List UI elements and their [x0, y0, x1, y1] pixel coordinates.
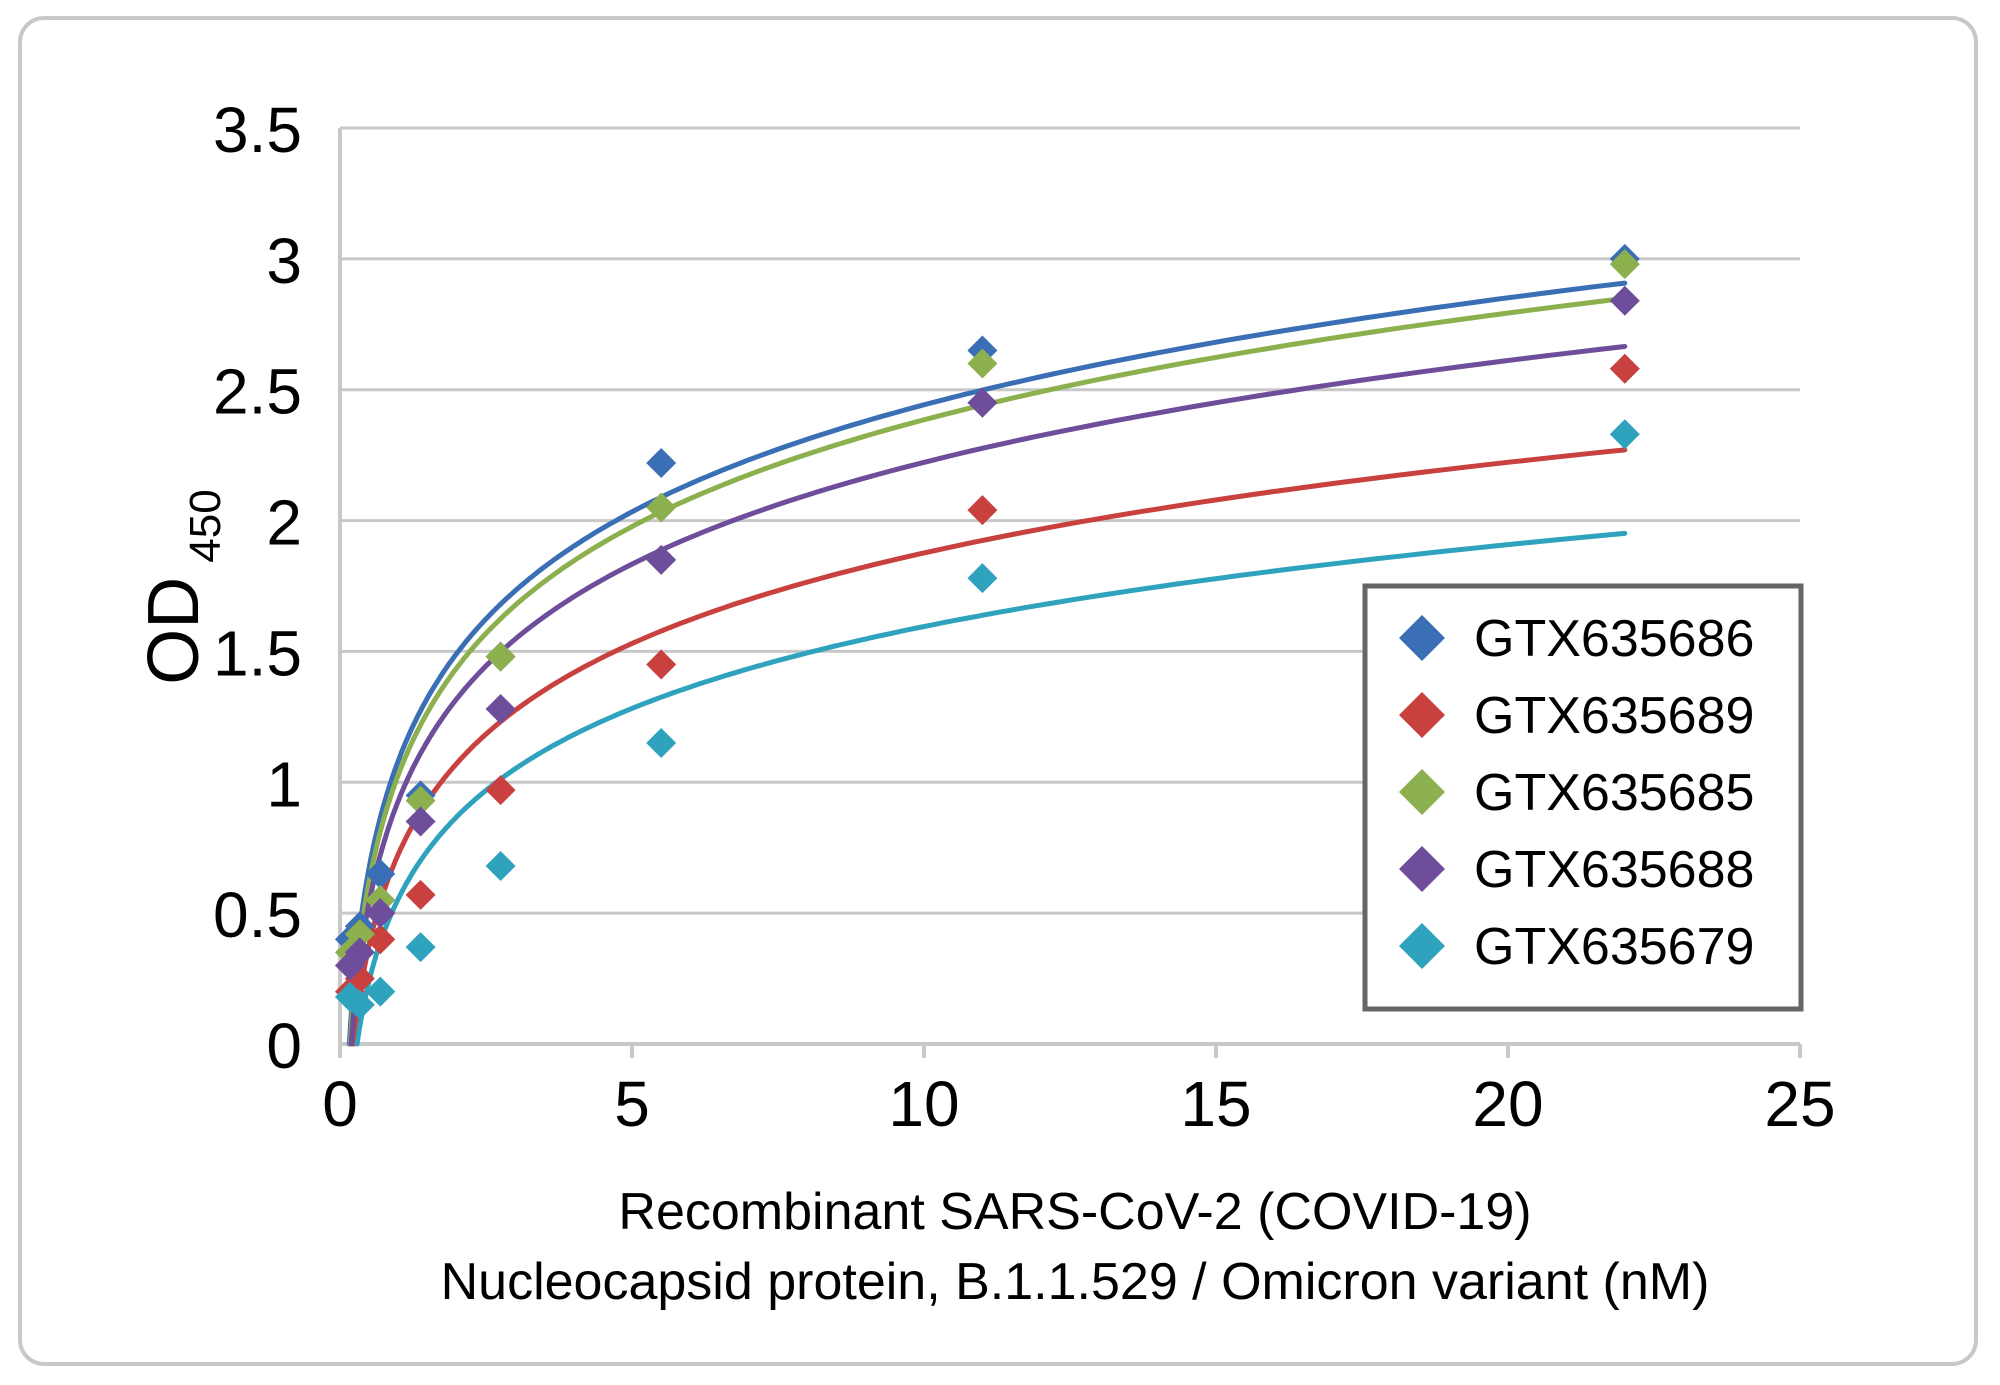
- legend-marker-GTX635679: [1399, 923, 1445, 969]
- x-tick-label: 15: [1180, 1068, 1251, 1140]
- data-point-GTX635688: [344, 937, 375, 968]
- data-point-GTX635685: [405, 785, 436, 816]
- x-tick-label: 5: [614, 1068, 650, 1140]
- data-point-GTX635688: [1609, 285, 1640, 316]
- x-tick-label: 10: [888, 1068, 959, 1140]
- data-point-GTX635689: [1609, 353, 1640, 384]
- data-point-GTX635685: [967, 348, 998, 379]
- data-point-GTX635685: [1609, 249, 1640, 280]
- y-tick-label: 0.5: [213, 879, 302, 951]
- grid-lines: [340, 126, 1800, 915]
- data-point-GTX635688: [365, 898, 396, 929]
- data-point-GTX635679: [1609, 419, 1640, 450]
- data-points: [334, 243, 1640, 1020]
- legend-label: GTX635686: [1474, 610, 1754, 668]
- data-point-GTX635688: [646, 544, 677, 575]
- y-tick-label: 2: [266, 487, 302, 559]
- y-axis-label-subscript: 450: [181, 489, 230, 562]
- axes: [338, 128, 1802, 1058]
- legend-marker-GTX635688: [1399, 846, 1445, 892]
- data-point-GTX635679: [967, 563, 998, 594]
- data-point-GTX635689: [405, 879, 436, 910]
- y-tick-label: 3: [266, 225, 302, 297]
- data-point-GTX635689: [967, 495, 998, 526]
- data-point-GTX635679: [405, 932, 436, 963]
- x-tick-labels: 0 5 10 15 20 25: [322, 1068, 1835, 1140]
- data-point-GTX635686: [365, 858, 396, 889]
- data-point-GTX635679: [485, 851, 516, 882]
- x-axis-label-line-1: Recombinant SARS-CoV-2 (COVID-19): [618, 1183, 1531, 1241]
- legend-items: GTX635686 GTX635689 GTX635685 GTX635688 GTX6…: [1399, 610, 1754, 976]
- data-point-GTX635679: [344, 989, 375, 1020]
- y-tick-label: 1: [266, 748, 302, 820]
- trendline-GTX635689: [351, 447, 1628, 1047]
- y-tick-labels: 0 0.5 1 1.5 2 2.5 3 3.5: [213, 94, 302, 1082]
- data-point-GTX635688: [485, 694, 516, 725]
- data-point-GTX635689: [646, 649, 677, 680]
- legend-label: GTX635685: [1474, 764, 1754, 822]
- x-tick-label: 25: [1764, 1068, 1835, 1140]
- svg-text:OD450: OD 450: [134, 489, 230, 684]
- y-tick-label: 1.5: [213, 617, 302, 689]
- legend-label: GTX635688: [1474, 841, 1754, 899]
- data-point-GTX635685: [344, 919, 375, 950]
- data-point-GTX635688: [967, 387, 998, 418]
- y-tick-label: 0: [266, 1010, 302, 1082]
- y-axis-label: OD 450: [134, 489, 230, 684]
- figure-card: 0 0.5 1 1.5 2 2.5 3 3.5 0 5 10 15 20 25 OD 450 Recomb…: [18, 16, 1978, 1366]
- y-tick-label: 3.5: [213, 94, 302, 166]
- legend-marker-GTX635685: [1399, 769, 1445, 815]
- y-tick-label: 2.5: [213, 356, 302, 428]
- od450-chart: 0 0.5 1 1.5 2 2.5 3 3.5 0 5 10 15 20 25 OD 450 Recomb…: [134, 94, 1836, 1311]
- data-point-GTX635689: [365, 924, 396, 955]
- data-point-GTX635679: [365, 976, 396, 1007]
- legend-label: GTX635689: [1474, 687, 1754, 745]
- data-point-GTX635685: [485, 641, 516, 672]
- data-point-GTX635689: [485, 775, 516, 806]
- data-point-GTX635679: [646, 728, 677, 759]
- legend: GTX635686 GTX635689 GTX635685 GTX635688 GTX6…: [1362, 583, 1804, 1012]
- data-point-GTX635685: [646, 492, 677, 523]
- legend-label: GTX635679: [1474, 918, 1754, 976]
- x-tick-label: 0: [322, 1068, 358, 1140]
- legend-marker-GTX635686: [1399, 615, 1445, 661]
- x-tick-label: 20: [1472, 1068, 1543, 1140]
- data-point-GTX635688: [405, 806, 436, 837]
- y-axis-label-main: OD: [134, 577, 214, 685]
- x-axis-label-line-2: Nucleocapsid protein, B.1.1.529 / Omicro…: [441, 1253, 1710, 1311]
- data-point-GTX635686: [646, 447, 677, 478]
- legend-marker-GTX635689: [1399, 692, 1445, 738]
